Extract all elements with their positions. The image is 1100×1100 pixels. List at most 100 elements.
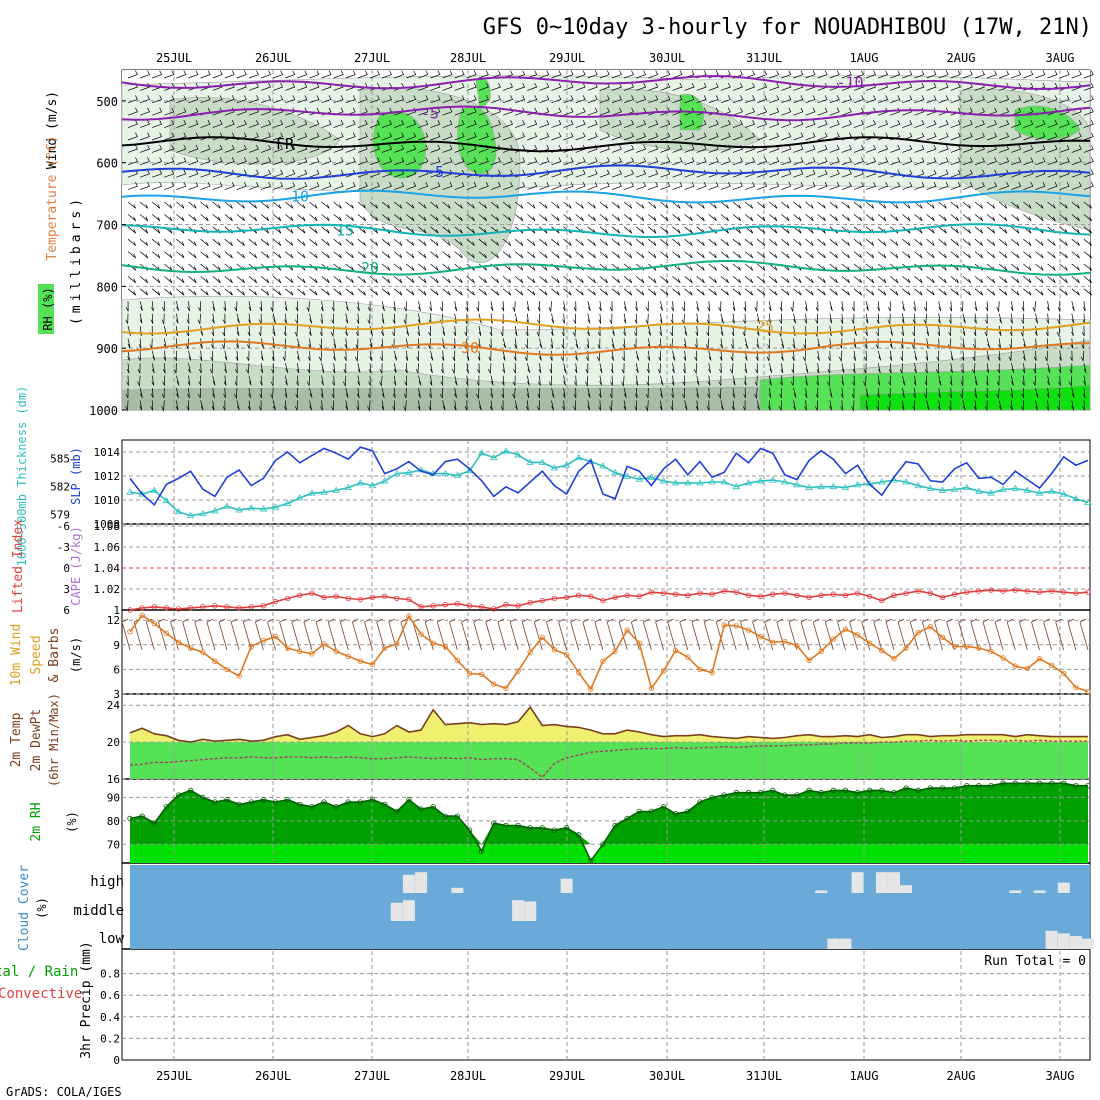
wind-barb — [864, 350, 867, 361]
wind-barb — [551, 214, 560, 222]
wind-barb — [345, 251, 354, 259]
wind-barb — [539, 214, 548, 222]
wind-barb — [551, 251, 560, 259]
wind-barb — [769, 182, 780, 190]
wind-barb — [163, 350, 167, 361]
wind-barb — [452, 350, 456, 361]
chart-title: GFS 0~10day 3-hourly for NOUADHIBOU (17W… — [483, 15, 1092, 40]
wind-barb — [961, 363, 964, 374]
wind-barb — [585, 363, 589, 374]
wind-barb — [587, 276, 596, 284]
wind-barb — [1010, 363, 1015, 374]
wind-barb — [295, 301, 299, 312]
wind-barb — [476, 301, 480, 312]
wind-barb — [537, 387, 541, 399]
cape-line-marker — [539, 597, 546, 604]
wind-barb — [998, 214, 1008, 222]
wind-barb — [950, 95, 961, 104]
wind-barb — [926, 214, 935, 222]
wind10-barb — [1019, 618, 1028, 651]
wind-barb — [454, 214, 463, 222]
wind-barb — [490, 251, 500, 259]
cape-line-marker — [406, 596, 412, 603]
wind-barb — [863, 363, 867, 374]
wind-barb — [696, 387, 699, 398]
wind-barb — [1059, 70, 1070, 79]
wind-barb — [793, 107, 804, 116]
wind-barb — [781, 238, 790, 246]
wind-barb — [259, 301, 263, 312]
wind-barb — [757, 95, 768, 104]
wind-barb — [611, 226, 621, 234]
wind-barb — [333, 120, 344, 128]
thickness-slp-lines — [126, 446, 1092, 518]
wind-barb — [297, 70, 308, 79]
wind10-speed-marker — [248, 643, 254, 650]
wind-barb — [732, 82, 743, 91]
wind-barb — [962, 288, 971, 296]
wind-barb — [342, 375, 347, 387]
wind-barb — [393, 350, 398, 361]
wind-barb — [781, 157, 792, 166]
thickness-line-marker — [793, 481, 801, 488]
wind-barb — [744, 82, 755, 91]
wind-barb — [841, 288, 850, 296]
wind-barb — [212, 301, 216, 312]
wind-barb — [890, 82, 901, 91]
wind-barb — [1032, 375, 1036, 386]
wind-barb — [320, 387, 324, 399]
wind-barb — [1010, 387, 1014, 399]
wind-barb — [176, 120, 187, 128]
wind-barb — [948, 400, 952, 411]
wind-barb — [525, 338, 528, 349]
wind-barb — [817, 214, 826, 222]
wind-barb — [853, 238, 863, 246]
wind-barb — [345, 182, 356, 190]
wind-barb — [418, 120, 429, 128]
wind-barb — [442, 107, 453, 116]
wind-barb — [623, 182, 634, 190]
wind10-barb — [303, 618, 313, 651]
wind-barb — [575, 201, 584, 209]
wind-barb — [512, 387, 516, 400]
wind-barb — [768, 375, 772, 386]
wind-barb — [1069, 363, 1073, 374]
wind-barb — [779, 387, 783, 399]
wind-barb — [672, 276, 681, 284]
wind-barb — [357, 201, 366, 209]
wind-barb — [478, 157, 489, 166]
wind-barb — [744, 226, 754, 234]
wind10-barb — [679, 618, 689, 651]
wind10-speed-marker — [345, 653, 351, 659]
wind-barb — [333, 276, 342, 284]
wind-barb — [151, 201, 161, 209]
wind-barb — [938, 82, 949, 91]
wind-barb — [841, 107, 852, 116]
cape-line-marker — [964, 589, 970, 595]
wind-barb — [526, 301, 530, 312]
wind-barb — [151, 251, 161, 259]
wind-barb — [490, 276, 500, 284]
wind-barb — [948, 325, 952, 337]
wind-barb — [478, 325, 482, 336]
wind-barb — [212, 201, 221, 209]
wind-barb — [248, 276, 258, 284]
wind-barb — [766, 350, 770, 361]
wind10-barb — [291, 618, 301, 651]
wind-barb — [611, 251, 621, 259]
wind-barb — [575, 120, 586, 128]
wind-barb — [248, 288, 258, 296]
wind-barb — [164, 169, 175, 178]
wind-barb — [696, 182, 707, 190]
cape-line-marker — [927, 590, 934, 596]
wind-barb — [563, 375, 566, 386]
wind-barb — [563, 70, 574, 79]
wind-barb — [514, 313, 518, 324]
rh2m-line-marker — [442, 813, 448, 819]
wind-barb — [744, 70, 755, 79]
pressure-tick-label: 500 — [96, 95, 118, 109]
wind-barb — [418, 301, 421, 312]
wind-barb — [781, 288, 790, 296]
wind10-barb — [982, 618, 992, 651]
wind-barb — [1023, 263, 1032, 271]
